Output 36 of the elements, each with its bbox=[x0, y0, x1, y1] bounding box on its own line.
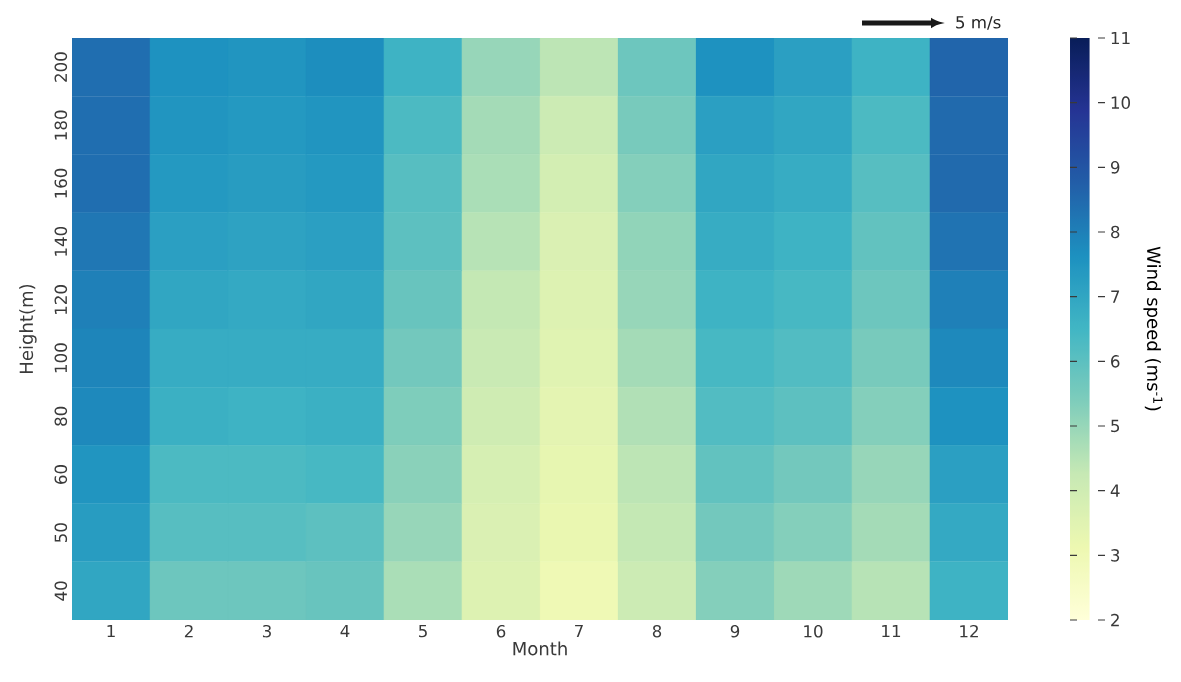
color-bar-label: 3 bbox=[1111, 549, 1120, 562]
x-tick-label: 3 bbox=[262, 624, 271, 638]
y-tick-label: 200 bbox=[54, 52, 68, 82]
y-tick-label: 180 bbox=[54, 110, 68, 140]
x-tick-label: 10 bbox=[804, 624, 823, 638]
x-tick-label: 12 bbox=[960, 624, 978, 638]
y-axis-title: Height(m) bbox=[19, 284, 37, 373]
y-tick-label: 80 bbox=[54, 406, 68, 426]
color-bar-label: 2 bbox=[1111, 613, 1119, 627]
x-tick-label: 8 bbox=[652, 624, 662, 638]
x-tick-label: 6 bbox=[496, 624, 506, 638]
y-tick-label: 40 bbox=[54, 581, 68, 601]
y-tick-label: 140 bbox=[54, 226, 68, 256]
x-tick-label: 11 bbox=[882, 624, 901, 638]
x-tick-label: 5 bbox=[418, 624, 427, 638]
x-tick-label: 9 bbox=[730, 624, 740, 638]
x-tick-label: 7 bbox=[575, 624, 583, 638]
y-tick-label: 160 bbox=[54, 168, 68, 198]
color-bar-label: 4 bbox=[1110, 484, 1120, 497]
y-tick-label: 60 bbox=[54, 465, 68, 484]
color-bar-label: 5 bbox=[1111, 419, 1120, 433]
x-axis-title: Month bbox=[513, 641, 567, 656]
color-bar-label: 8 bbox=[1111, 225, 1120, 239]
color-bar-label: 11 bbox=[1111, 31, 1130, 45]
text: 5 m/s bbox=[956, 16, 1001, 30]
x-tick-label: 1 bbox=[107, 624, 115, 638]
x-tick-label: 4 bbox=[340, 624, 350, 638]
color-bar-label: 6 bbox=[1111, 355, 1120, 368]
color-bar-title: Wind speed (ms$^{-1}$) bbox=[1143, 246, 1163, 411]
y-tick-label: 100 bbox=[54, 343, 68, 373]
y-tick-label: 50 bbox=[54, 523, 68, 543]
color-bar-label: 7 bbox=[1111, 290, 1120, 303]
color-bar-label: 9 bbox=[1110, 161, 1120, 174]
x-tick-label: 2 bbox=[184, 624, 193, 638]
color-bar-label: 10 bbox=[1111, 96, 1131, 109]
y-tick-label: 120 bbox=[54, 285, 68, 314]
